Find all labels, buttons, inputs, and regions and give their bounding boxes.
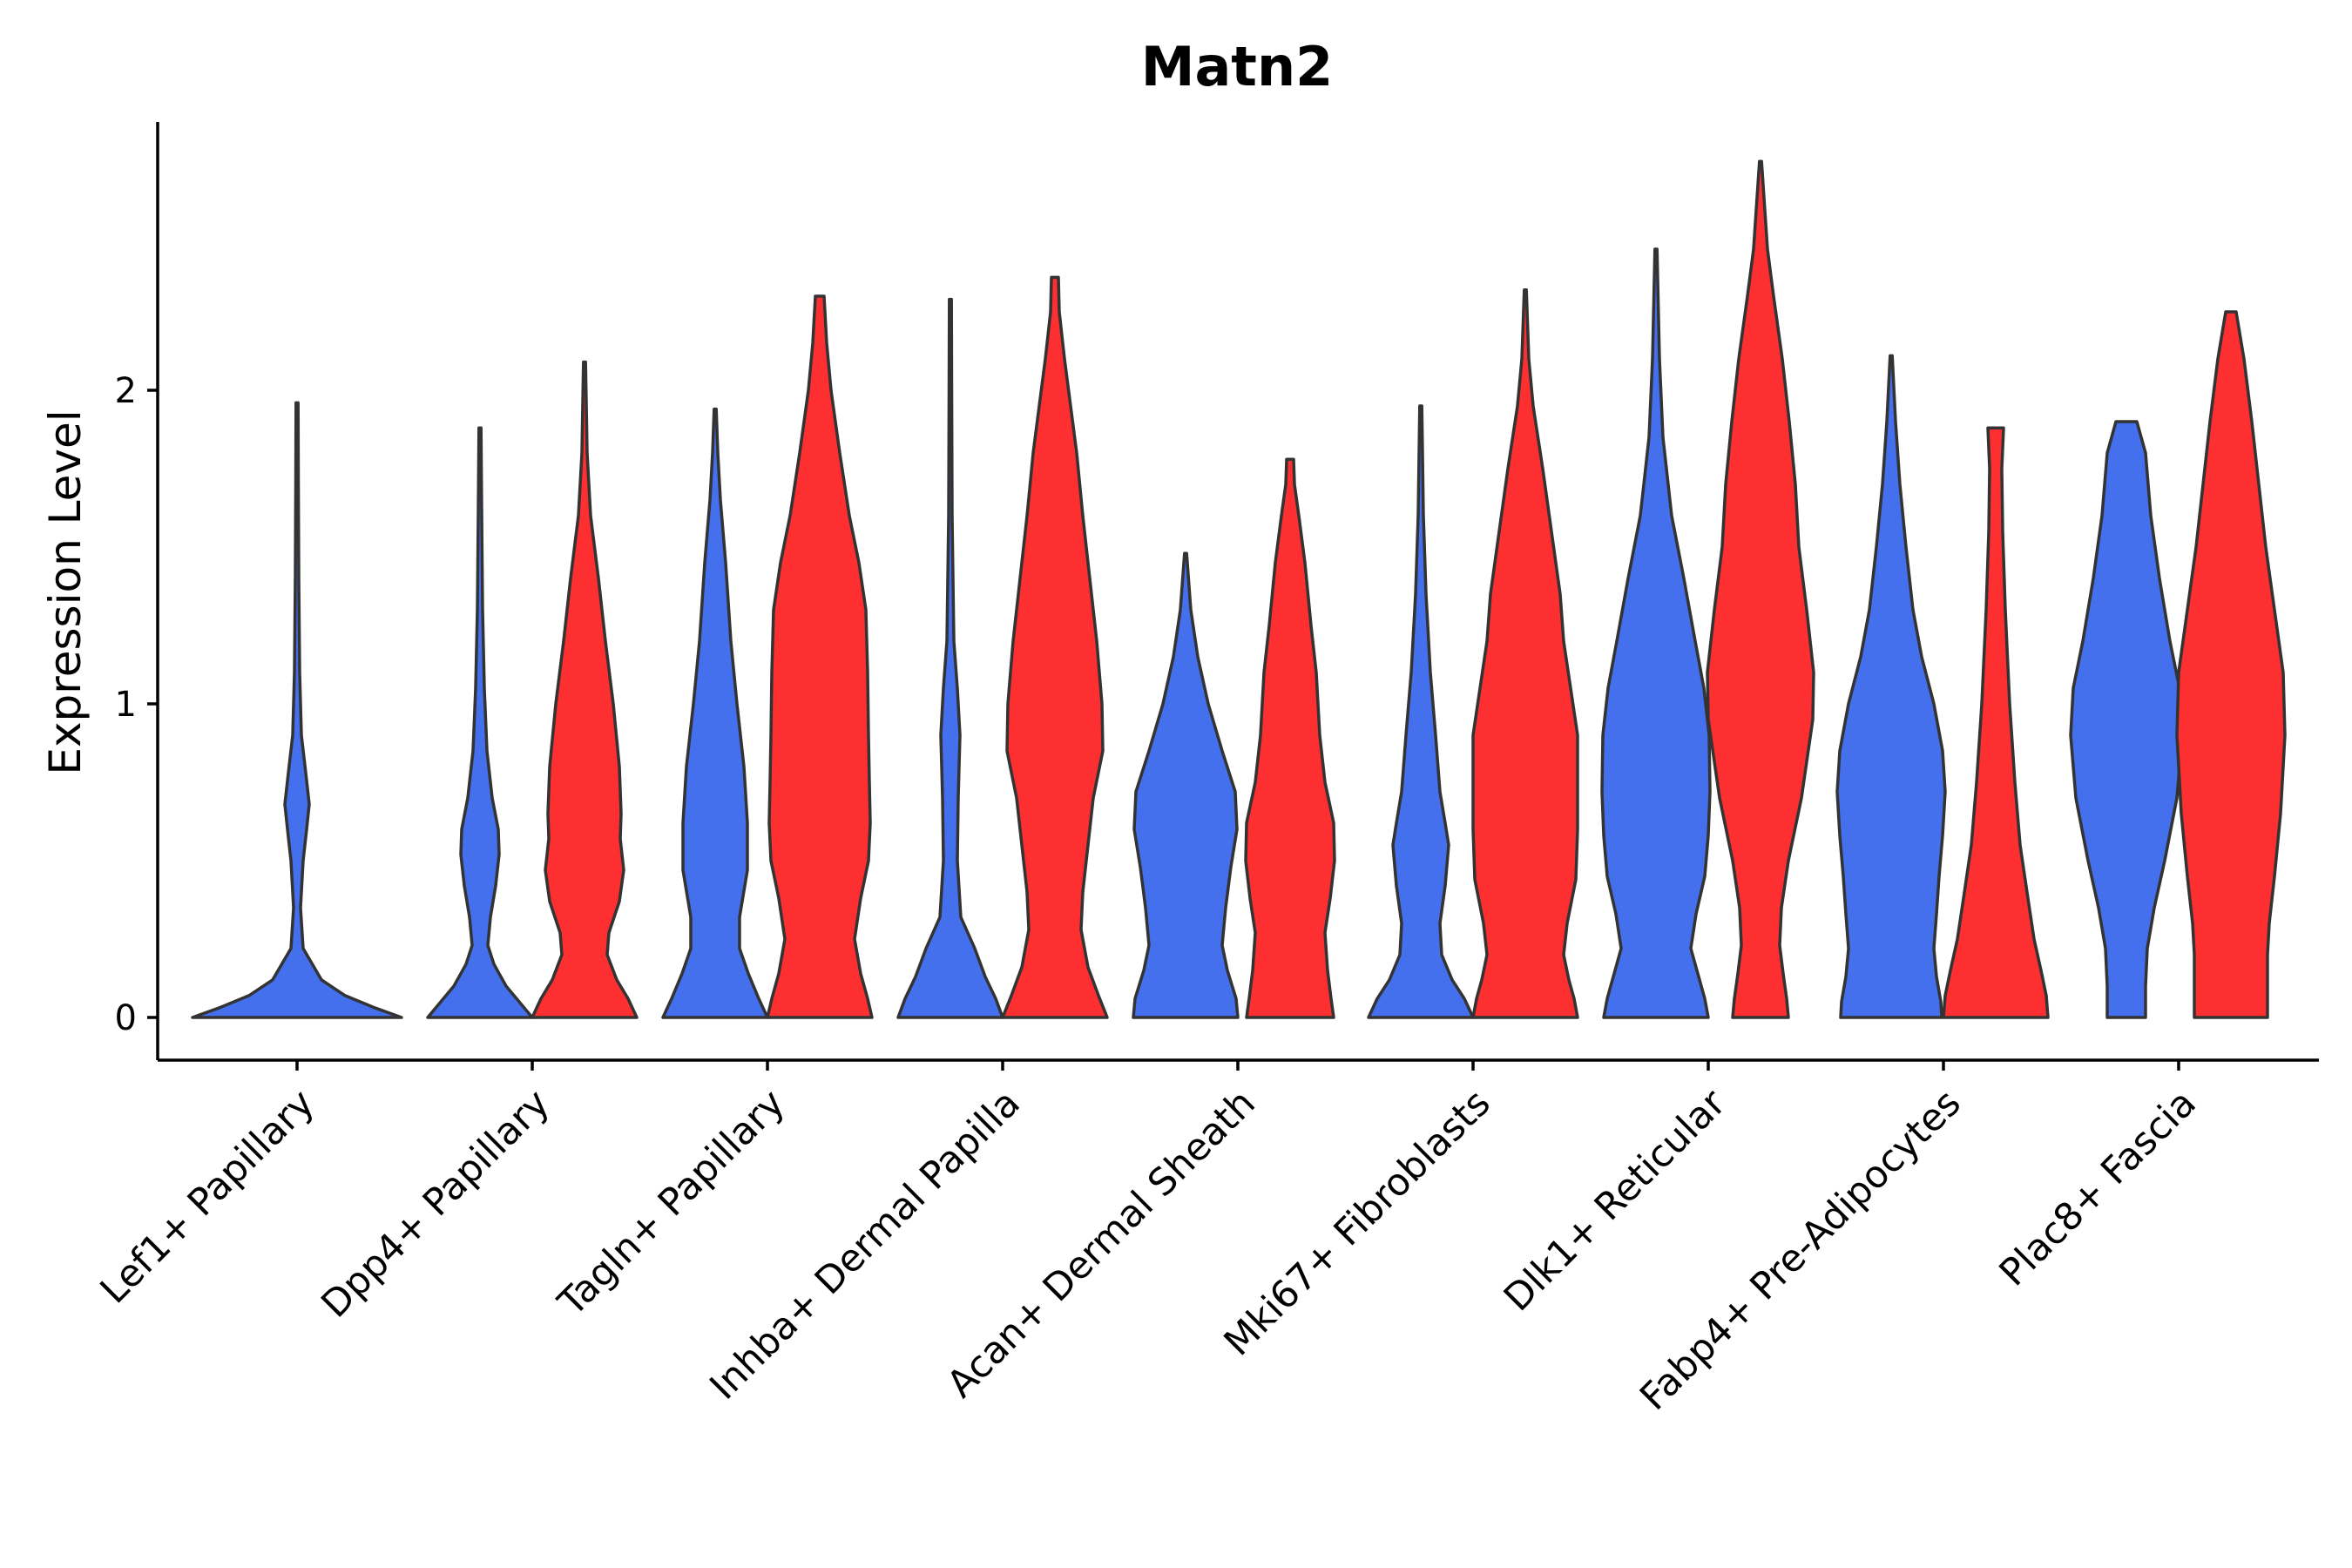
- violin-blue-2: [426, 426, 534, 1019]
- violin-blue-1: [191, 401, 403, 1019]
- violin-red-5: [1244, 457, 1336, 1019]
- violin-red-6: [1471, 288, 1579, 1019]
- x-category-label: Mki67+ Fibroblasts: [1216, 1081, 1499, 1364]
- violin-red-8: [1942, 426, 2050, 1019]
- violin-red-4: [1001, 275, 1109, 1019]
- y-ticks-layer: 0 1 2: [115, 371, 158, 1038]
- violin-red-9: [2175, 310, 2287, 1019]
- chart-title: Matn2: [1141, 35, 1333, 98]
- y-tick-label: 2: [115, 371, 137, 411]
- violin-blue-9: [2069, 420, 2184, 1019]
- violin-blue-6: [1367, 404, 1475, 1019]
- x-category-label: Tagln+ Papillary: [550, 1081, 794, 1325]
- violin-red-2: [531, 360, 639, 1019]
- x-category-label: Plac8+ Fascia: [1991, 1081, 2205, 1294]
- violin-blue-7: [1600, 247, 1712, 1019]
- x-category-label: Dlk1+ Reticular: [1496, 1081, 1734, 1320]
- x-category-label: Lef1+ Papillary: [92, 1081, 323, 1312]
- violin-blue-5: [1132, 551, 1240, 1019]
- violin-blue-3: [661, 407, 769, 1019]
- x-category-label: Dpp4+ Papillary: [314, 1081, 558, 1326]
- violin-blue-8: [1835, 354, 1947, 1019]
- y-tick-label: 1: [115, 685, 137, 725]
- violin-red-7: [1706, 159, 1815, 1019]
- y-axis-label: Expression Level: [40, 409, 91, 774]
- y-tick-label: 0: [115, 998, 137, 1038]
- violins-layer: [191, 159, 2287, 1019]
- violin-blue-4: [896, 297, 1004, 1019]
- violin-red-3: [766, 294, 874, 1019]
